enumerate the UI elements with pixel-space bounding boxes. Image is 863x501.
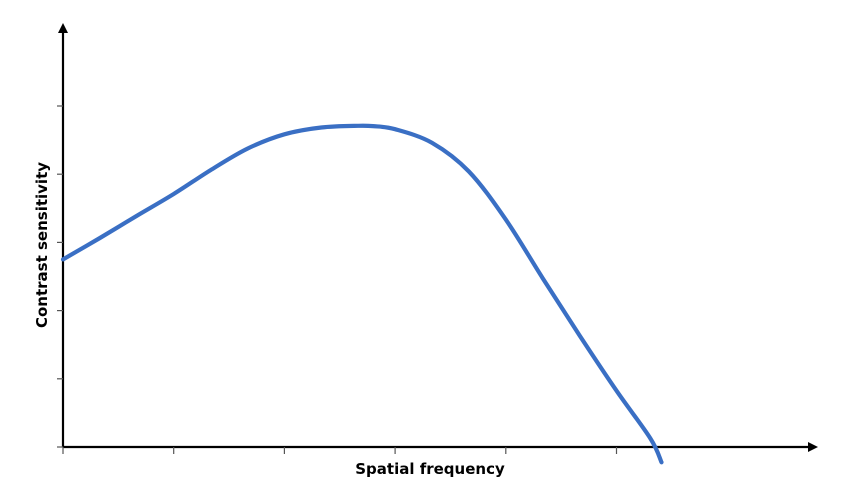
- y-axis-ticks: [57, 105, 63, 448]
- x-axis-label: Spatial frequency: [355, 460, 505, 478]
- series-line-0: [60, 123, 664, 465]
- series-layer: [60, 123, 664, 465]
- x-axis-ticks: [62, 447, 618, 454]
- y-axis-label: Contrast sensitivity: [33, 162, 51, 328]
